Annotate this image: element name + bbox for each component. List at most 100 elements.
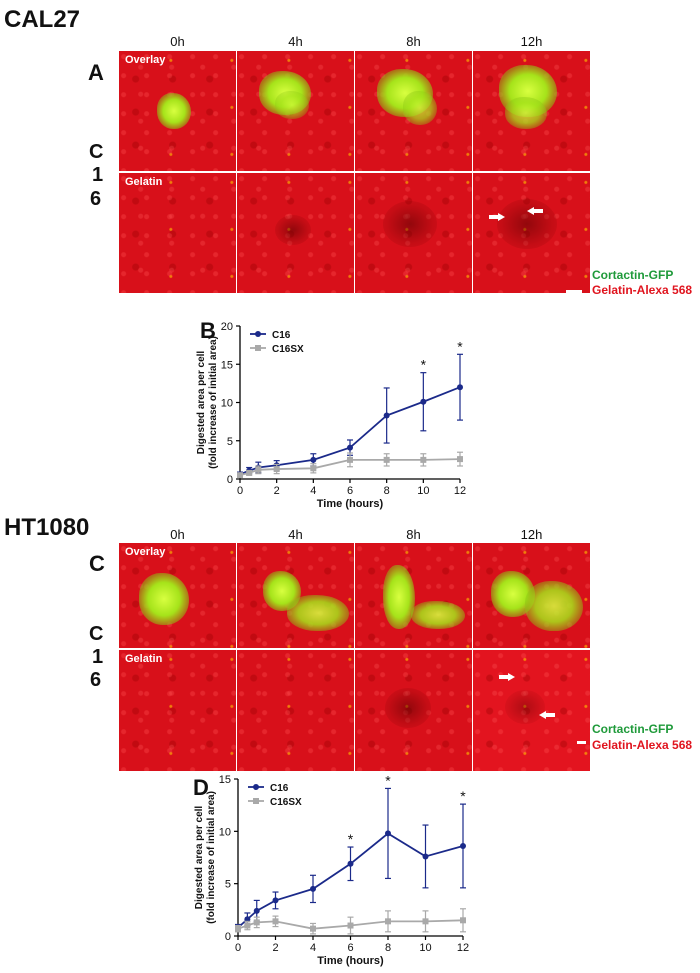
overlay-image-4h bbox=[237, 51, 354, 171]
x-tick-label: 2 bbox=[272, 942, 278, 954]
time-label: 8h bbox=[406, 527, 421, 542]
micrograph-grid-cal27: Overlay Gelatin bbox=[119, 51, 591, 295]
x-tick-label: 4 bbox=[310, 942, 316, 954]
gelatin-image-0h: Gelatin bbox=[119, 650, 236, 771]
panel-label-a: A bbox=[88, 60, 104, 85]
data-point-c16 bbox=[385, 830, 391, 837]
y-tick-label: 15 bbox=[221, 359, 233, 371]
x-axis-label: Time (hours) bbox=[317, 498, 384, 510]
x-tick-label: 6 bbox=[347, 485, 353, 497]
x-tick-label: 0 bbox=[237, 485, 243, 497]
overlay-label: Overlay bbox=[125, 54, 166, 66]
y-tick-label: 5 bbox=[225, 879, 231, 891]
data-point-c16sx bbox=[246, 469, 253, 476]
data-point-c16 bbox=[460, 842, 466, 849]
data-point-c16sx bbox=[273, 466, 280, 473]
time-label: 4h bbox=[288, 34, 303, 49]
cell-line-title-cal27: CAL27 bbox=[4, 6, 81, 33]
chart-b: 0 5 10 15 20 0 2 4 6 8 10 12 Time (hours) Digested ar… bbox=[196, 321, 466, 510]
gelatin-label: Gelatin bbox=[125, 176, 163, 188]
x-tick-label: 2 bbox=[274, 485, 280, 497]
overlay-image-12h bbox=[473, 543, 590, 648]
data-point-c16sx bbox=[385, 918, 391, 925]
y-tick-label: 10 bbox=[219, 826, 231, 838]
gelatin-image-8h bbox=[355, 650, 472, 771]
data-point-c16sx bbox=[347, 922, 354, 929]
overlay-image-8h bbox=[355, 543, 472, 648]
y-tick-label: 15 bbox=[219, 774, 231, 786]
data-point-c16 bbox=[310, 885, 316, 892]
legend-marker-c16sx bbox=[255, 345, 261, 351]
time-labels-bottom: 0h 4h 8h 12h bbox=[119, 527, 591, 543]
micrograph-grid-ht1080: Overlay Gelatin bbox=[119, 543, 591, 771]
x-tick-label: 10 bbox=[419, 942, 431, 954]
data-point-c16 bbox=[420, 398, 427, 405]
legend-cortactin-gfp: Cortactin-GFP bbox=[592, 268, 674, 282]
gelatin-image-12h bbox=[473, 173, 590, 293]
data-point-c16sx bbox=[347, 456, 353, 463]
time-label: 4h bbox=[288, 527, 303, 542]
legend-gelatin-alexa: Gelatin-Alexa 568 bbox=[592, 738, 693, 752]
y-tick-label: 10 bbox=[221, 398, 233, 410]
x-tick-label: 0 bbox=[235, 942, 241, 954]
data-point-c16sx bbox=[457, 456, 463, 463]
overlay-image-0h: Overlay bbox=[119, 51, 236, 171]
gelatin-label: Gelatin bbox=[125, 653, 163, 665]
x-tick-label: 4 bbox=[310, 485, 316, 497]
data-point-c16 bbox=[347, 444, 353, 451]
row-label-char: C bbox=[89, 141, 104, 163]
y-tick-label: 0 bbox=[227, 474, 233, 486]
time-label: 12h bbox=[520, 34, 543, 49]
data-point-c16sx bbox=[272, 918, 279, 925]
time-label: 8h bbox=[406, 34, 421, 49]
x-tick-label: 8 bbox=[384, 485, 390, 497]
arrow-icon bbox=[527, 207, 543, 215]
x-tick-label: 6 bbox=[347, 942, 353, 954]
legend-cortactin-gfp: Cortactin-GFP bbox=[592, 722, 674, 736]
arrow-icon bbox=[499, 673, 515, 681]
arrow-icon bbox=[489, 213, 505, 221]
arrow-icon bbox=[539, 711, 555, 719]
legend-label-c16sx: C16SX bbox=[272, 344, 304, 355]
legend-label-c16: C16 bbox=[272, 330, 291, 341]
data-point-c16sx bbox=[383, 456, 390, 463]
data-point-c16sx bbox=[420, 456, 427, 463]
significance-asterisk: * bbox=[457, 338, 463, 354]
y-tick-label: 20 bbox=[221, 321, 233, 333]
y-axis-label: Digested area per cell bbox=[194, 806, 205, 910]
time-label: 12h bbox=[520, 527, 543, 542]
panel-label-d: D bbox=[193, 775, 209, 800]
legend-gelatin-alexa: Gelatin-Alexa 568 bbox=[592, 283, 693, 297]
x-tick-label: 10 bbox=[417, 485, 429, 497]
y-axis-label: Digested area per cell bbox=[196, 351, 207, 455]
data-point-c16sx bbox=[422, 918, 429, 925]
data-point-c16sx bbox=[237, 472, 243, 479]
significance-asterisk: * bbox=[421, 357, 427, 373]
legend-marker-c16 bbox=[253, 784, 259, 790]
y-axis-label-2: (fold increase of initial area) bbox=[208, 336, 219, 469]
data-point-c16 bbox=[253, 907, 260, 914]
time-label: 0h bbox=[170, 527, 185, 542]
time-labels-top: 0h 4h 8h 12h bbox=[119, 34, 591, 50]
y-axis-label-2: (fold increase of initial area) bbox=[206, 791, 217, 924]
significance-asterisk: * bbox=[348, 831, 354, 847]
significance-asterisk: * bbox=[460, 788, 466, 804]
chart-d: 0 5 10 15 0 2 4 6 8 10 12 Time (hours) Digested area… bbox=[194, 772, 469, 967]
legend-marker-c16 bbox=[255, 331, 261, 337]
overlay-image-4h bbox=[237, 543, 354, 648]
data-point-c16 bbox=[272, 897, 279, 904]
gelatin-image-4h bbox=[237, 173, 354, 293]
overlay-image-8h bbox=[355, 51, 472, 171]
data-point-c16 bbox=[457, 384, 463, 391]
data-point-c16 bbox=[310, 456, 317, 463]
panel-label-b: B bbox=[200, 318, 216, 343]
data-point-c16sx bbox=[253, 919, 260, 926]
data-point-c16sx bbox=[460, 917, 466, 924]
data-point-c16sx bbox=[244, 922, 251, 929]
data-point-c16sx bbox=[235, 925, 241, 932]
row-label-char: 1 bbox=[92, 646, 104, 668]
data-point-c16sx bbox=[255, 466, 262, 473]
x-axis-label: Time (hours) bbox=[317, 955, 384, 967]
data-point-c16 bbox=[422, 853, 429, 860]
overlay-image-12h bbox=[473, 51, 590, 171]
